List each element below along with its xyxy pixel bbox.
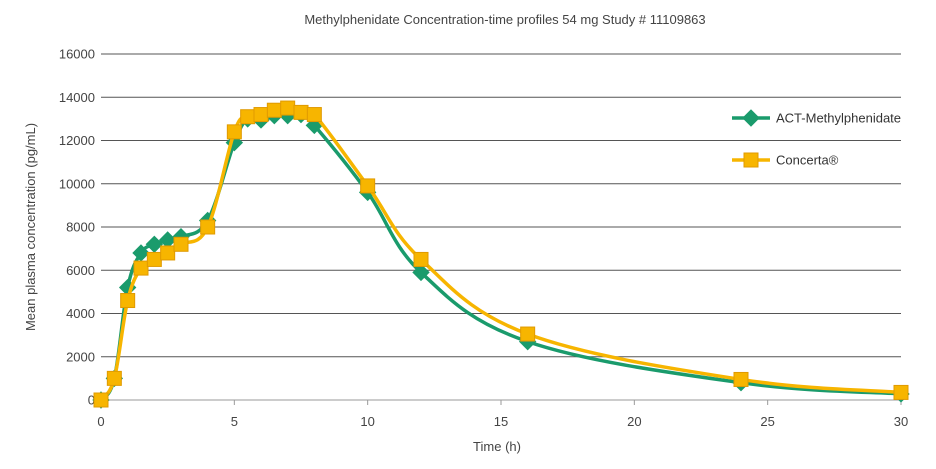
legend: ACT-Methylphenidate Concerta® [732, 109, 901, 168]
data-point [520, 326, 536, 342]
legend-label: ACT-Methylphenidate [776, 111, 901, 126]
x-tick-label: 5 [231, 414, 238, 429]
data-point [413, 251, 429, 267]
data-point [160, 245, 176, 261]
grid-lines [101, 53, 901, 358]
y-tick-label: 12000 [59, 133, 95, 148]
data-point [412, 263, 430, 282]
legend-item: ACT-Methylphenidate [732, 109, 901, 127]
legend-item: Concerta® [732, 152, 839, 168]
data-point [280, 100, 296, 116]
data-point [266, 102, 282, 118]
data-point [360, 178, 376, 194]
data-point [893, 384, 909, 400]
chart-title: Methylphenidate Concentration-time profi… [304, 12, 705, 27]
data-point [145, 235, 164, 254]
legend-label: Concerta® [776, 153, 839, 168]
y-tick-label: 2000 [66, 349, 95, 364]
data-point [133, 260, 149, 276]
data-point [93, 392, 109, 408]
legend-marker [743, 152, 759, 168]
y-tick-label: 8000 [66, 220, 95, 235]
data-point [293, 104, 309, 120]
y-tick-label: 16000 [59, 47, 95, 62]
data-point [120, 293, 136, 309]
y-tick-label: 0 [88, 393, 95, 408]
x-tick-label: 10 [360, 414, 374, 429]
data-point [173, 236, 189, 252]
y-tick-label: 6000 [66, 263, 95, 278]
data-point [240, 109, 256, 125]
y-tick-label: 14000 [59, 90, 95, 105]
x-tick-label: 25 [760, 414, 774, 429]
data-point [733, 371, 749, 387]
series-group [92, 100, 910, 409]
y-axis-title: Mean plasma concentration (pg/mL) [23, 123, 38, 331]
data-point [253, 107, 269, 123]
data-point [106, 370, 122, 386]
legend-marker [742, 109, 760, 127]
y-tick-label: 10000 [59, 176, 95, 191]
data-point [306, 107, 322, 123]
x-tick-label: 20 [627, 414, 641, 429]
data-point [200, 219, 216, 235]
x-tick-label: 0 [97, 414, 104, 429]
data-point [146, 251, 162, 267]
x-tick-label: 15 [494, 414, 508, 429]
y-tick-label: 4000 [66, 306, 95, 321]
x-tick-label: 30 [894, 414, 908, 429]
x-axis-title: Time (h) [473, 439, 521, 454]
series-concerta [93, 100, 909, 408]
data-point [226, 124, 242, 140]
